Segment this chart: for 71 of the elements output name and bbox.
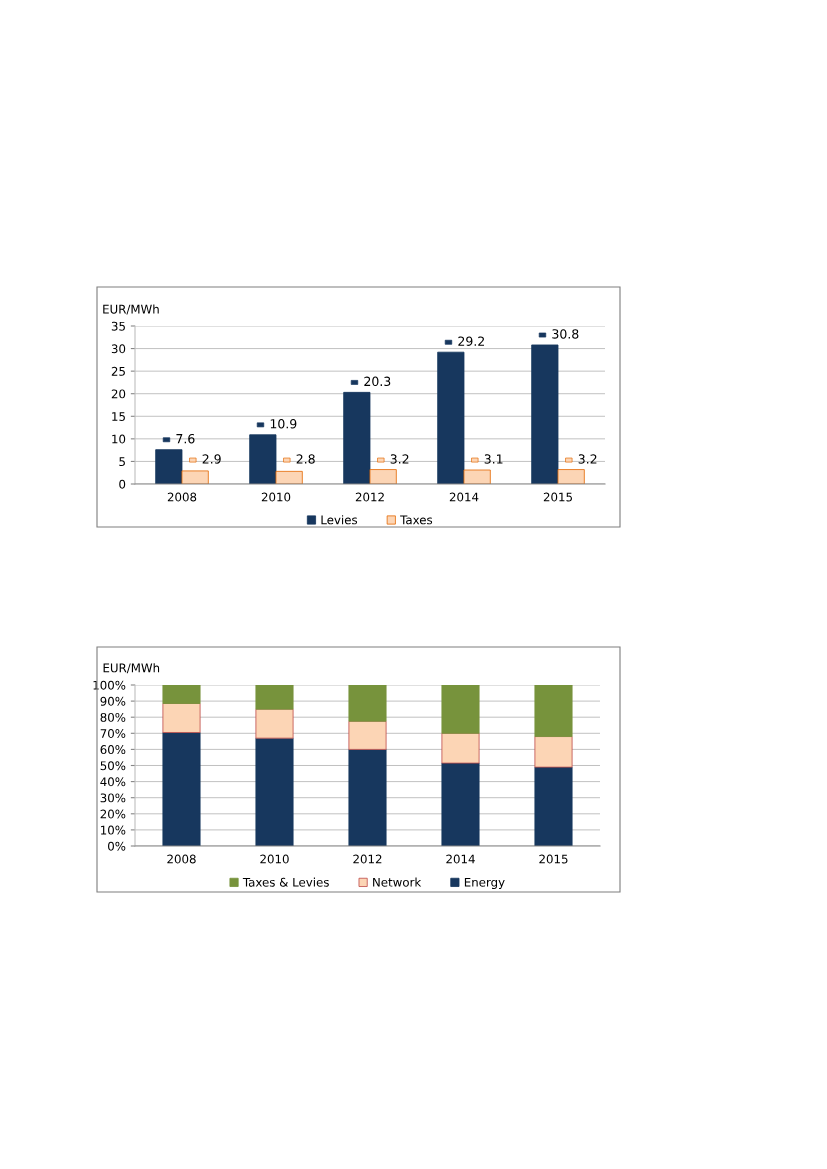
data-label: 3.1 <box>484 454 503 464</box>
y-tick-label: 15 <box>112 412 125 421</box>
bar <box>369 469 397 484</box>
legend-label: Energy <box>464 877 505 889</box>
data-label: 3.2 <box>390 454 409 464</box>
x-tick-label: 2012 <box>353 854 382 864</box>
bar <box>275 470 303 484</box>
y-tick-label: 10% <box>101 825 126 835</box>
y-tick-label: 70% <box>100 729 126 738</box>
data-label: 3.2 <box>578 454 597 464</box>
bar <box>534 685 573 737</box>
bar <box>155 449 183 484</box>
bar <box>255 685 294 710</box>
x-tick-label: 2014 <box>449 492 479 502</box>
bar <box>557 469 585 484</box>
data-label: 7.6 <box>176 433 195 444</box>
bar <box>534 766 573 846</box>
y-tick-label: 30 <box>111 344 126 354</box>
y-tick-label: 5 <box>119 457 125 467</box>
y-tick-label: 50% <box>100 761 126 771</box>
bar <box>255 737 294 846</box>
legend-label: Taxes & Levies <box>242 877 329 887</box>
x-tick-label: 2008 <box>167 492 197 502</box>
bar <box>463 469 491 484</box>
data-label: 2.8 <box>296 454 315 464</box>
bar <box>249 434 277 484</box>
x-tick-label: 2008 <box>167 854 196 864</box>
bar <box>348 748 387 846</box>
y-tick-label: 60% <box>100 745 126 755</box>
y-tick-label: 30% <box>100 793 126 803</box>
bar <box>343 391 371 484</box>
y-tick-label: 80% <box>100 712 126 722</box>
data-label: 20.3 <box>364 376 391 387</box>
y-axis-title: EUR/MWh <box>103 663 160 674</box>
bar <box>348 685 387 722</box>
x-tick-label: 2012 <box>355 492 384 502</box>
x-tick-label: 2015 <box>539 854 568 864</box>
y-tick-label: 10 <box>112 434 126 444</box>
x-tick-label: 2015 <box>543 492 572 502</box>
data-label: 30.8 <box>552 329 579 339</box>
y-tick-label: 40% <box>100 777 126 787</box>
x-tick-label: 2014 <box>446 854 475 864</box>
data-label: 10.9 <box>270 419 297 429</box>
legend-label: Levies <box>321 515 358 525</box>
bar <box>437 351 465 484</box>
bar <box>531 344 559 484</box>
x-tick-label: 2010 <box>260 854 289 864</box>
y-tick-label: 0 <box>119 479 126 489</box>
y-axis-title: EUR/MWh <box>103 304 159 315</box>
x-tick-label: 2010 <box>261 492 291 502</box>
y-tick-label: 35 <box>111 321 125 331</box>
data-label: 29.2 <box>458 336 484 346</box>
bar <box>162 732 201 846</box>
y-tick-label: 90% <box>100 696 126 706</box>
y-tick-label: 25 <box>111 366 125 376</box>
legend-label: Network <box>373 877 422 887</box>
y-tick-label: 20 <box>111 389 126 399</box>
bar <box>181 470 209 484</box>
data-label: 2.9 <box>202 454 221 464</box>
bar <box>441 762 480 846</box>
y-tick-label: 20% <box>100 809 126 819</box>
bar <box>441 732 480 764</box>
bar <box>255 708 294 739</box>
bar <box>162 685 201 704</box>
bar <box>348 720 387 750</box>
legend-label: Taxes <box>400 515 433 525</box>
bar <box>441 685 480 734</box>
y-tick-label: 100% <box>93 680 126 690</box>
y-tick-label: 0% <box>108 841 126 851</box>
bar <box>534 736 573 768</box>
bar <box>162 703 201 733</box>
